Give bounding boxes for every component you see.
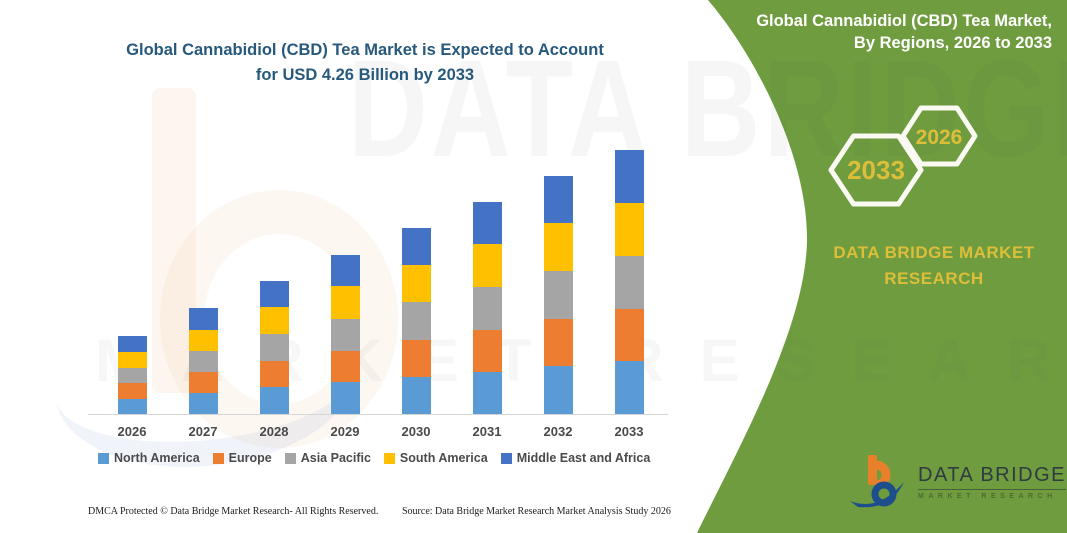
bar-segment-2029-north-america <box>330 382 360 414</box>
bar-segment-2033-middle-east-and-africa <box>614 149 644 204</box>
x-axis-label-2030: 2030 <box>401 424 431 439</box>
bar-segment-2028-asia-pacific <box>259 334 289 361</box>
bar-column-2026 <box>117 335 147 414</box>
bar-segment-2030-asia-pacific <box>401 302 431 340</box>
chart-title-line2: for USD 4.26 Billion by 2033 <box>255 66 475 84</box>
legend-item-north-america: North America <box>98 451 200 465</box>
company-logo: DATA BRIDGE MARKET RESEARCH <box>846 450 1067 514</box>
legend-label: North America <box>114 451 200 465</box>
legend-swatch-icon <box>98 452 109 464</box>
legend-label: South America <box>399 451 488 465</box>
x-axis-label-2027: 2027 <box>188 424 218 439</box>
x-axis-label-2029: 2029 <box>330 424 360 439</box>
bar-segment-2030-north-america <box>401 376 431 414</box>
bar-segment-2030-europe <box>401 339 431 377</box>
legend-swatch-icon <box>284 452 296 464</box>
panel-title-line2: By Regions, 2026 to 2033 <box>853 34 1052 52</box>
bar-segment-2031-middle-east-and-africa <box>472 202 502 245</box>
bar-segment-2030-middle-east-and-africa <box>401 228 431 266</box>
legend-item-middle-east-and-africa: Middle East and Africa <box>500 451 651 465</box>
logo-subtext: MARKET RESEARCH <box>918 493 1057 500</box>
x-axis-label-2032: 2032 <box>543 424 573 439</box>
panel-title-line1: Global Cannabidiol (CBD) Tea Market, <box>756 12 1052 30</box>
legend-swatch-icon <box>500 452 512 464</box>
x-axis-label-2026: 2026 <box>117 424 147 439</box>
bar-segment-2026-north-america <box>117 398 147 414</box>
legend-swatch-icon <box>383 452 395 464</box>
bar-segment-2033-south-america <box>614 203 644 256</box>
bar-column-2028 <box>259 281 289 414</box>
bar-segment-2032-asia-pacific <box>543 270 573 319</box>
legend-item-asia-pacific: Asia Pacific <box>284 451 371 465</box>
bar-segment-2028-europe <box>259 360 289 388</box>
bar-segment-2027-europe <box>188 371 218 393</box>
year-badges: 2033 2026 <box>828 105 978 207</box>
logo-name: DATA BRIDGE <box>918 464 1067 490</box>
hexagon-2033-icon <box>828 133 924 207</box>
x-axis-label-2033: 2033 <box>614 424 644 439</box>
databridge-logo-icon <box>850 455 904 508</box>
panel-title: Global Cannabidiol (CBD) Tea Market, By … <box>707 10 1052 54</box>
chart-title-line1: Global Cannabidiol (CBD) Tea Market is E… <box>126 41 604 59</box>
bar-segment-2029-south-america <box>330 286 360 319</box>
bar-segment-2028-south-america <box>259 307 289 335</box>
bar-segment-2032-south-america <box>543 223 573 271</box>
bar-segment-2029-europe <box>330 350 360 383</box>
legend-label: Middle East and Africa <box>516 451 651 465</box>
chart-legend: North America Europe Asia Pacific South Ame… <box>98 451 650 465</box>
bar-segment-2031-europe <box>472 329 502 372</box>
logo-text: DATA BRIDGE MARKET RESEARCH <box>918 464 1067 500</box>
bar-segment-2029-middle-east-and-africa <box>330 254 360 287</box>
x-axis-line <box>88 414 668 415</box>
bar-segment-2032-north-america <box>543 366 573 414</box>
badge-year-2033: 2033 <box>847 155 905 185</box>
legend-label: Asia Pacific <box>300 451 371 465</box>
bar-column-2033 <box>614 149 644 414</box>
hexagon-2026-icon <box>900 105 978 167</box>
bar-column-2031 <box>472 202 502 414</box>
bar-segment-2032-europe <box>543 318 573 367</box>
bar-segment-2026-south-america <box>117 352 147 368</box>
bar-segment-2031-south-america <box>472 244 502 287</box>
bar-segment-2031-north-america <box>472 371 502 414</box>
dmca-copyright-text: DMCA Protected © Data Bridge Market Rese… <box>88 506 379 517</box>
bar-segment-2028-north-america <box>259 387 289 414</box>
x-axis-label-2028: 2028 <box>259 424 289 439</box>
bar-segment-2027-south-america <box>188 329 218 351</box>
bar-column-2027 <box>188 308 218 414</box>
bar-segment-2033-europe <box>614 308 644 362</box>
brand-name-line1: DATA BRIDGE MARKET <box>833 243 1035 262</box>
bar-column-2030 <box>401 228 431 414</box>
bar-segment-2029-asia-pacific <box>330 318 360 351</box>
stacked-bar-plot <box>0 149 700 414</box>
bar-segment-2026-middle-east-and-africa <box>117 335 147 352</box>
legend-label: Europe <box>228 451 272 465</box>
bar-column-2032 <box>543 175 573 414</box>
chart-title: Global Cannabidiol (CBD) Tea Market is E… <box>85 38 645 88</box>
bar-segment-2028-middle-east-and-africa <box>259 281 289 308</box>
brand-name-line2: RESEARCH <box>884 269 984 288</box>
legend-swatch-icon <box>212 452 224 464</box>
bar-segment-2027-north-america <box>188 392 218 414</box>
legend-item-south-america: South America <box>383 451 488 465</box>
bar-segment-2031-asia-pacific <box>472 286 502 330</box>
bar-segment-2026-asia-pacific <box>117 367 147 383</box>
bar-segment-2030-south-america <box>401 265 431 303</box>
bar-segment-2026-europe <box>117 383 147 399</box>
badge-year-2026: 2026 <box>916 126 963 149</box>
bar-segment-2032-middle-east-and-africa <box>543 175 573 224</box>
logo-b-stem <box>868 455 877 485</box>
bar-segment-2033-north-america <box>614 361 644 414</box>
bar-segment-2027-middle-east-and-africa <box>188 308 218 330</box>
x-axis-label-2031: 2031 <box>472 424 502 439</box>
source-text: Source: Data Bridge Market Research Mark… <box>402 506 671 517</box>
legend-item-europe: Europe <box>212 451 272 465</box>
bar-column-2029 <box>330 254 360 414</box>
logo-d-ring <box>871 481 897 507</box>
brand-name-text: DATA BRIDGE MARKET RESEARCH <box>810 240 1058 292</box>
bar-segment-2033-asia-pacific <box>614 255 644 309</box>
bar-segment-2027-asia-pacific <box>188 350 218 372</box>
